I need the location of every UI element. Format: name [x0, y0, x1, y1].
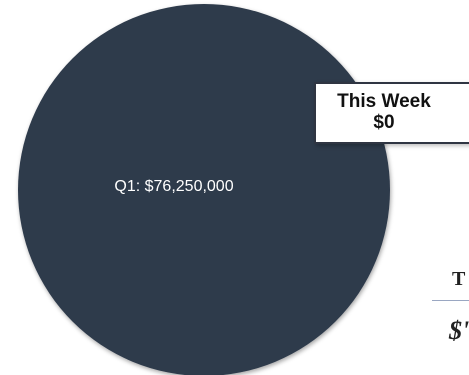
pie-slice-q1 [18, 4, 390, 375]
callout-title: This Week [337, 91, 431, 112]
pie-slice-label: Q1: $76,250,000 [114, 178, 233, 195]
side-panel-value: $' [449, 316, 469, 345]
callout-value: $0 [373, 112, 395, 133]
this-week-callout: This Week $0 [314, 82, 469, 144]
pie-slices: Q1: $76,250,000 [18, 4, 390, 375]
side-panel-title: T [452, 268, 466, 290]
side-panel-divider [432, 300, 469, 301]
